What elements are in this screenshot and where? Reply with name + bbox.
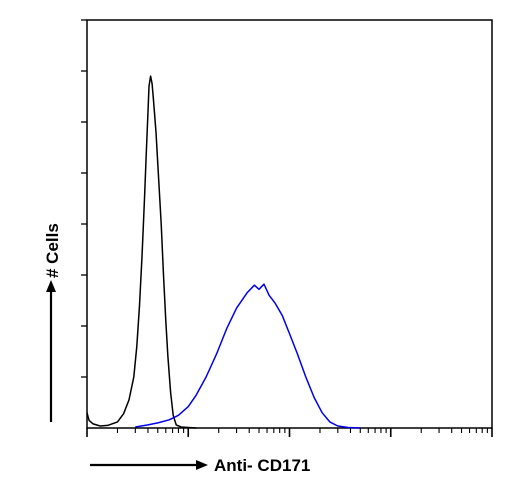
y-axis-label: # Cells: [43, 223, 62, 278]
series-line-blue: [135, 283, 361, 429]
y-axis-ticks: [81, 19, 87, 378]
series-line-black: [86, 75, 197, 429]
x-axis-label-group: Anti- CD171: [90, 456, 310, 475]
x-axis-ticks: [86, 428, 493, 437]
y-axis-label-group: # Cells: [43, 223, 62, 422]
y-axis-arrowhead: [46, 280, 56, 292]
series-layer: [86, 75, 361, 429]
x-axis-arrowhead: [196, 460, 208, 470]
plot-frame: [86, 19, 493, 429]
x-axis-label: Anti- CD171: [214, 456, 310, 475]
